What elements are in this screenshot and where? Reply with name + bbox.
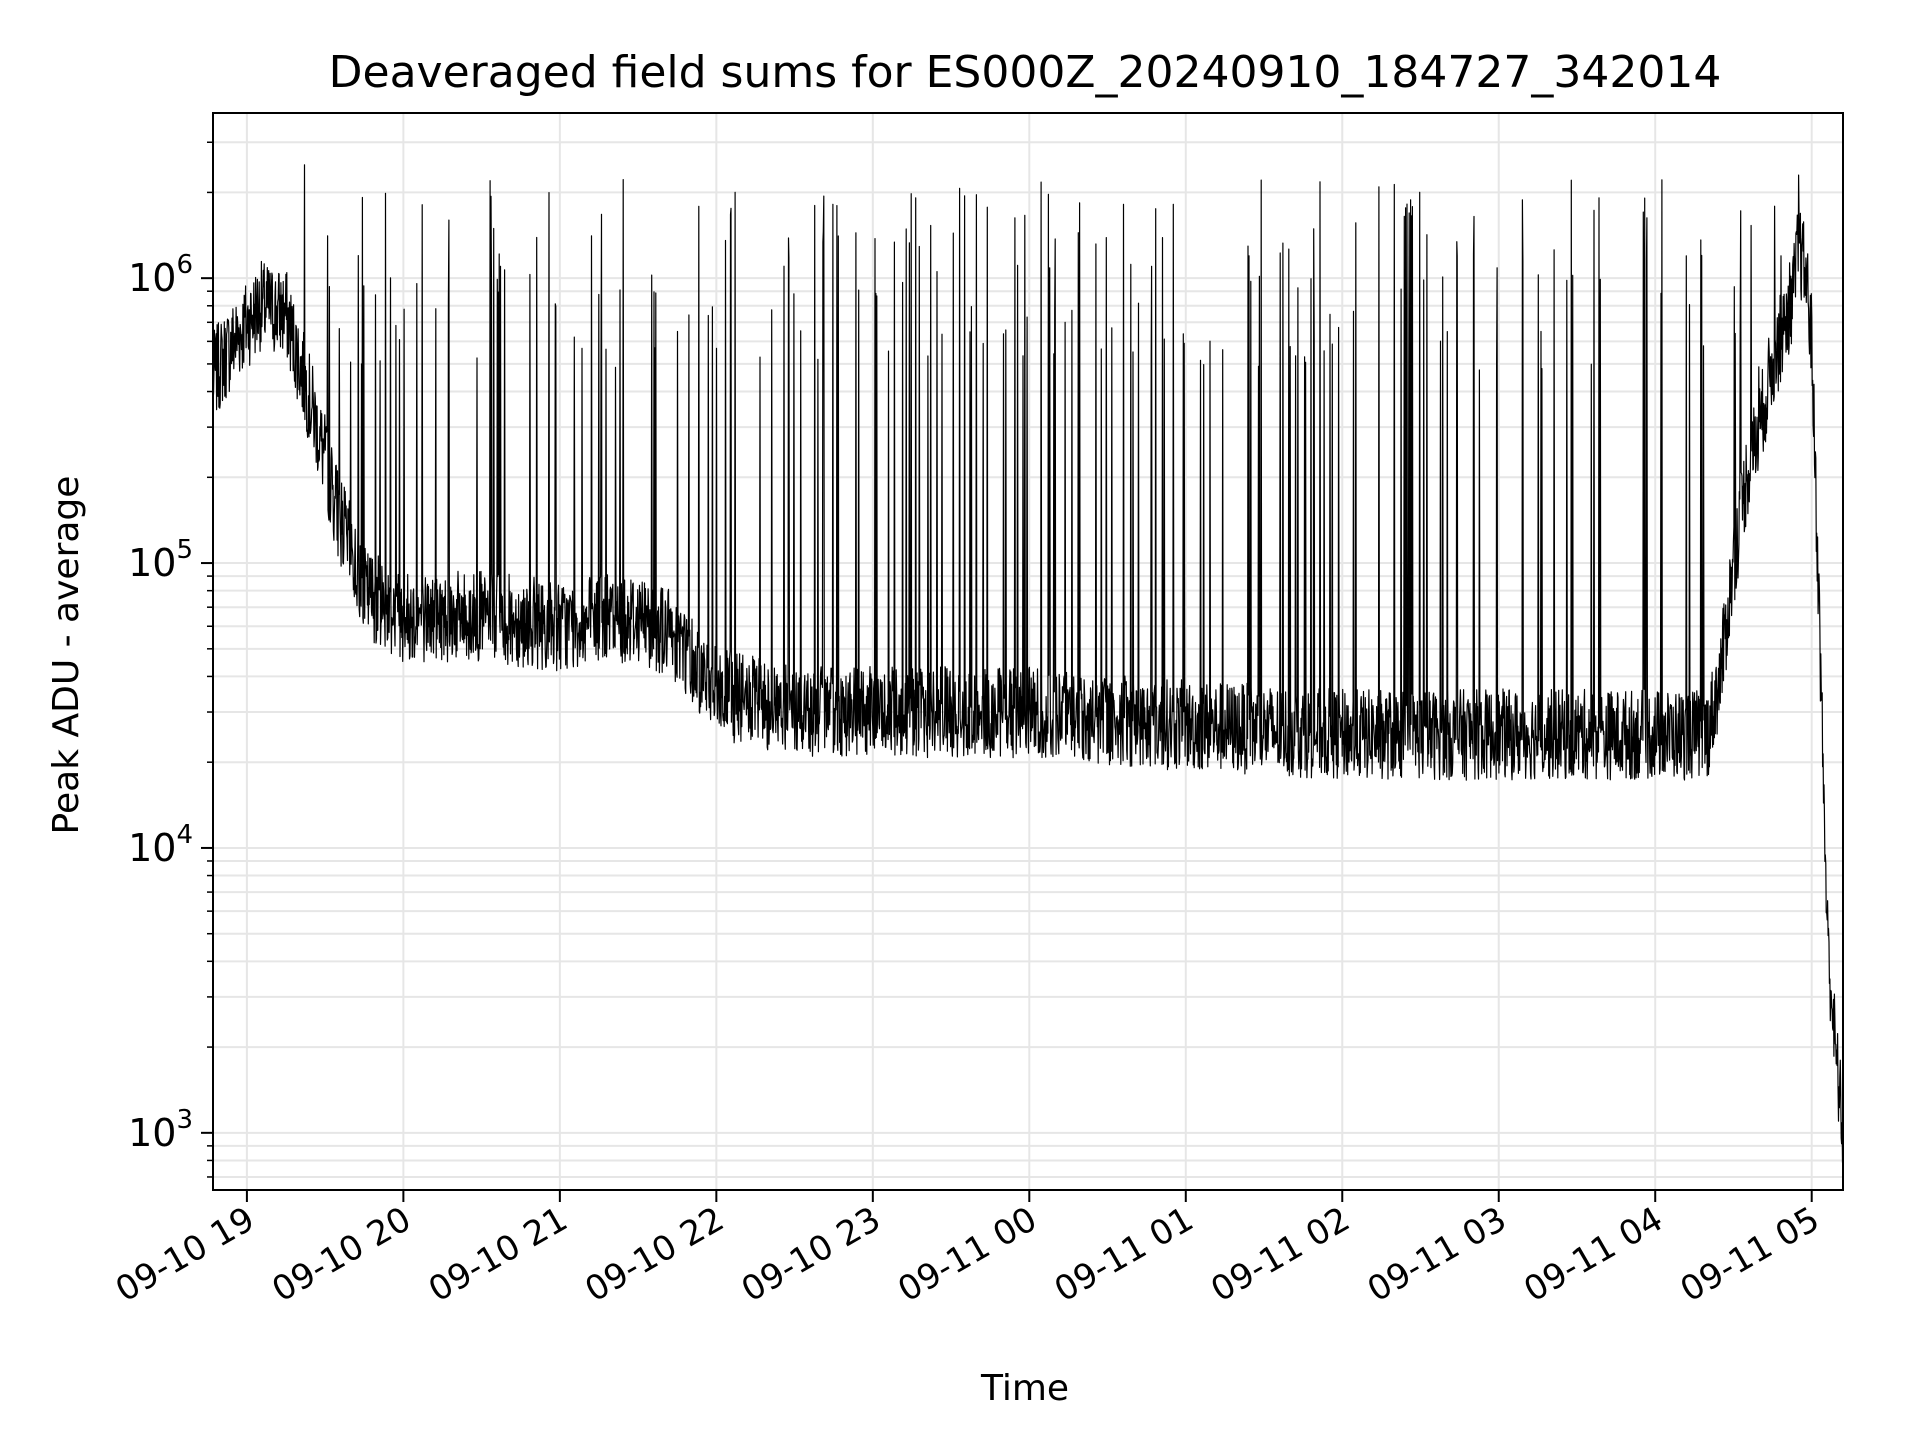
x-tick-label: 09-11 04 bbox=[1517, 1199, 1669, 1310]
x-axis-label: Time bbox=[980, 1368, 1069, 1409]
plot-frame bbox=[212, 112, 1844, 1191]
y-axis-label: Peak ADU - average bbox=[46, 476, 87, 835]
x-tick-label: 09-11 01 bbox=[1048, 1199, 1200, 1310]
x-tick-label: 09-11 02 bbox=[1204, 1199, 1356, 1310]
x-axis: 09-10 19 09-10 20 09-10 21 09-10 22 09-10 23… bbox=[109, 1190, 1826, 1310]
x-tick-label: 09-10 19 bbox=[109, 1199, 261, 1310]
plot-border bbox=[212, 112, 1844, 1191]
x-tick-label: 09-10 20 bbox=[265, 1199, 417, 1310]
x-tick-label: 09-11 00 bbox=[891, 1199, 1043, 1310]
y-tick-label: 103 bbox=[128, 1105, 193, 1155]
x-tick-label: 09-11 05 bbox=[1674, 1199, 1826, 1310]
y-tick-label: 105 bbox=[128, 535, 193, 585]
x-tick-label: 09-10 21 bbox=[422, 1199, 574, 1310]
chart-title: Deaveraged field sums for ES000Z_2024091… bbox=[329, 47, 1722, 98]
y-tick-label: 106 bbox=[128, 250, 193, 300]
x-tick-label: 09-11 03 bbox=[1361, 1199, 1513, 1310]
x-tick-label: 09-10 22 bbox=[578, 1199, 730, 1310]
y-axis: 103 104 105 106 bbox=[128, 141, 213, 1178]
x-tick-label: 09-10 23 bbox=[735, 1199, 887, 1310]
y-tick-label: 104 bbox=[128, 820, 193, 870]
series-line bbox=[212, 164, 1844, 1164]
